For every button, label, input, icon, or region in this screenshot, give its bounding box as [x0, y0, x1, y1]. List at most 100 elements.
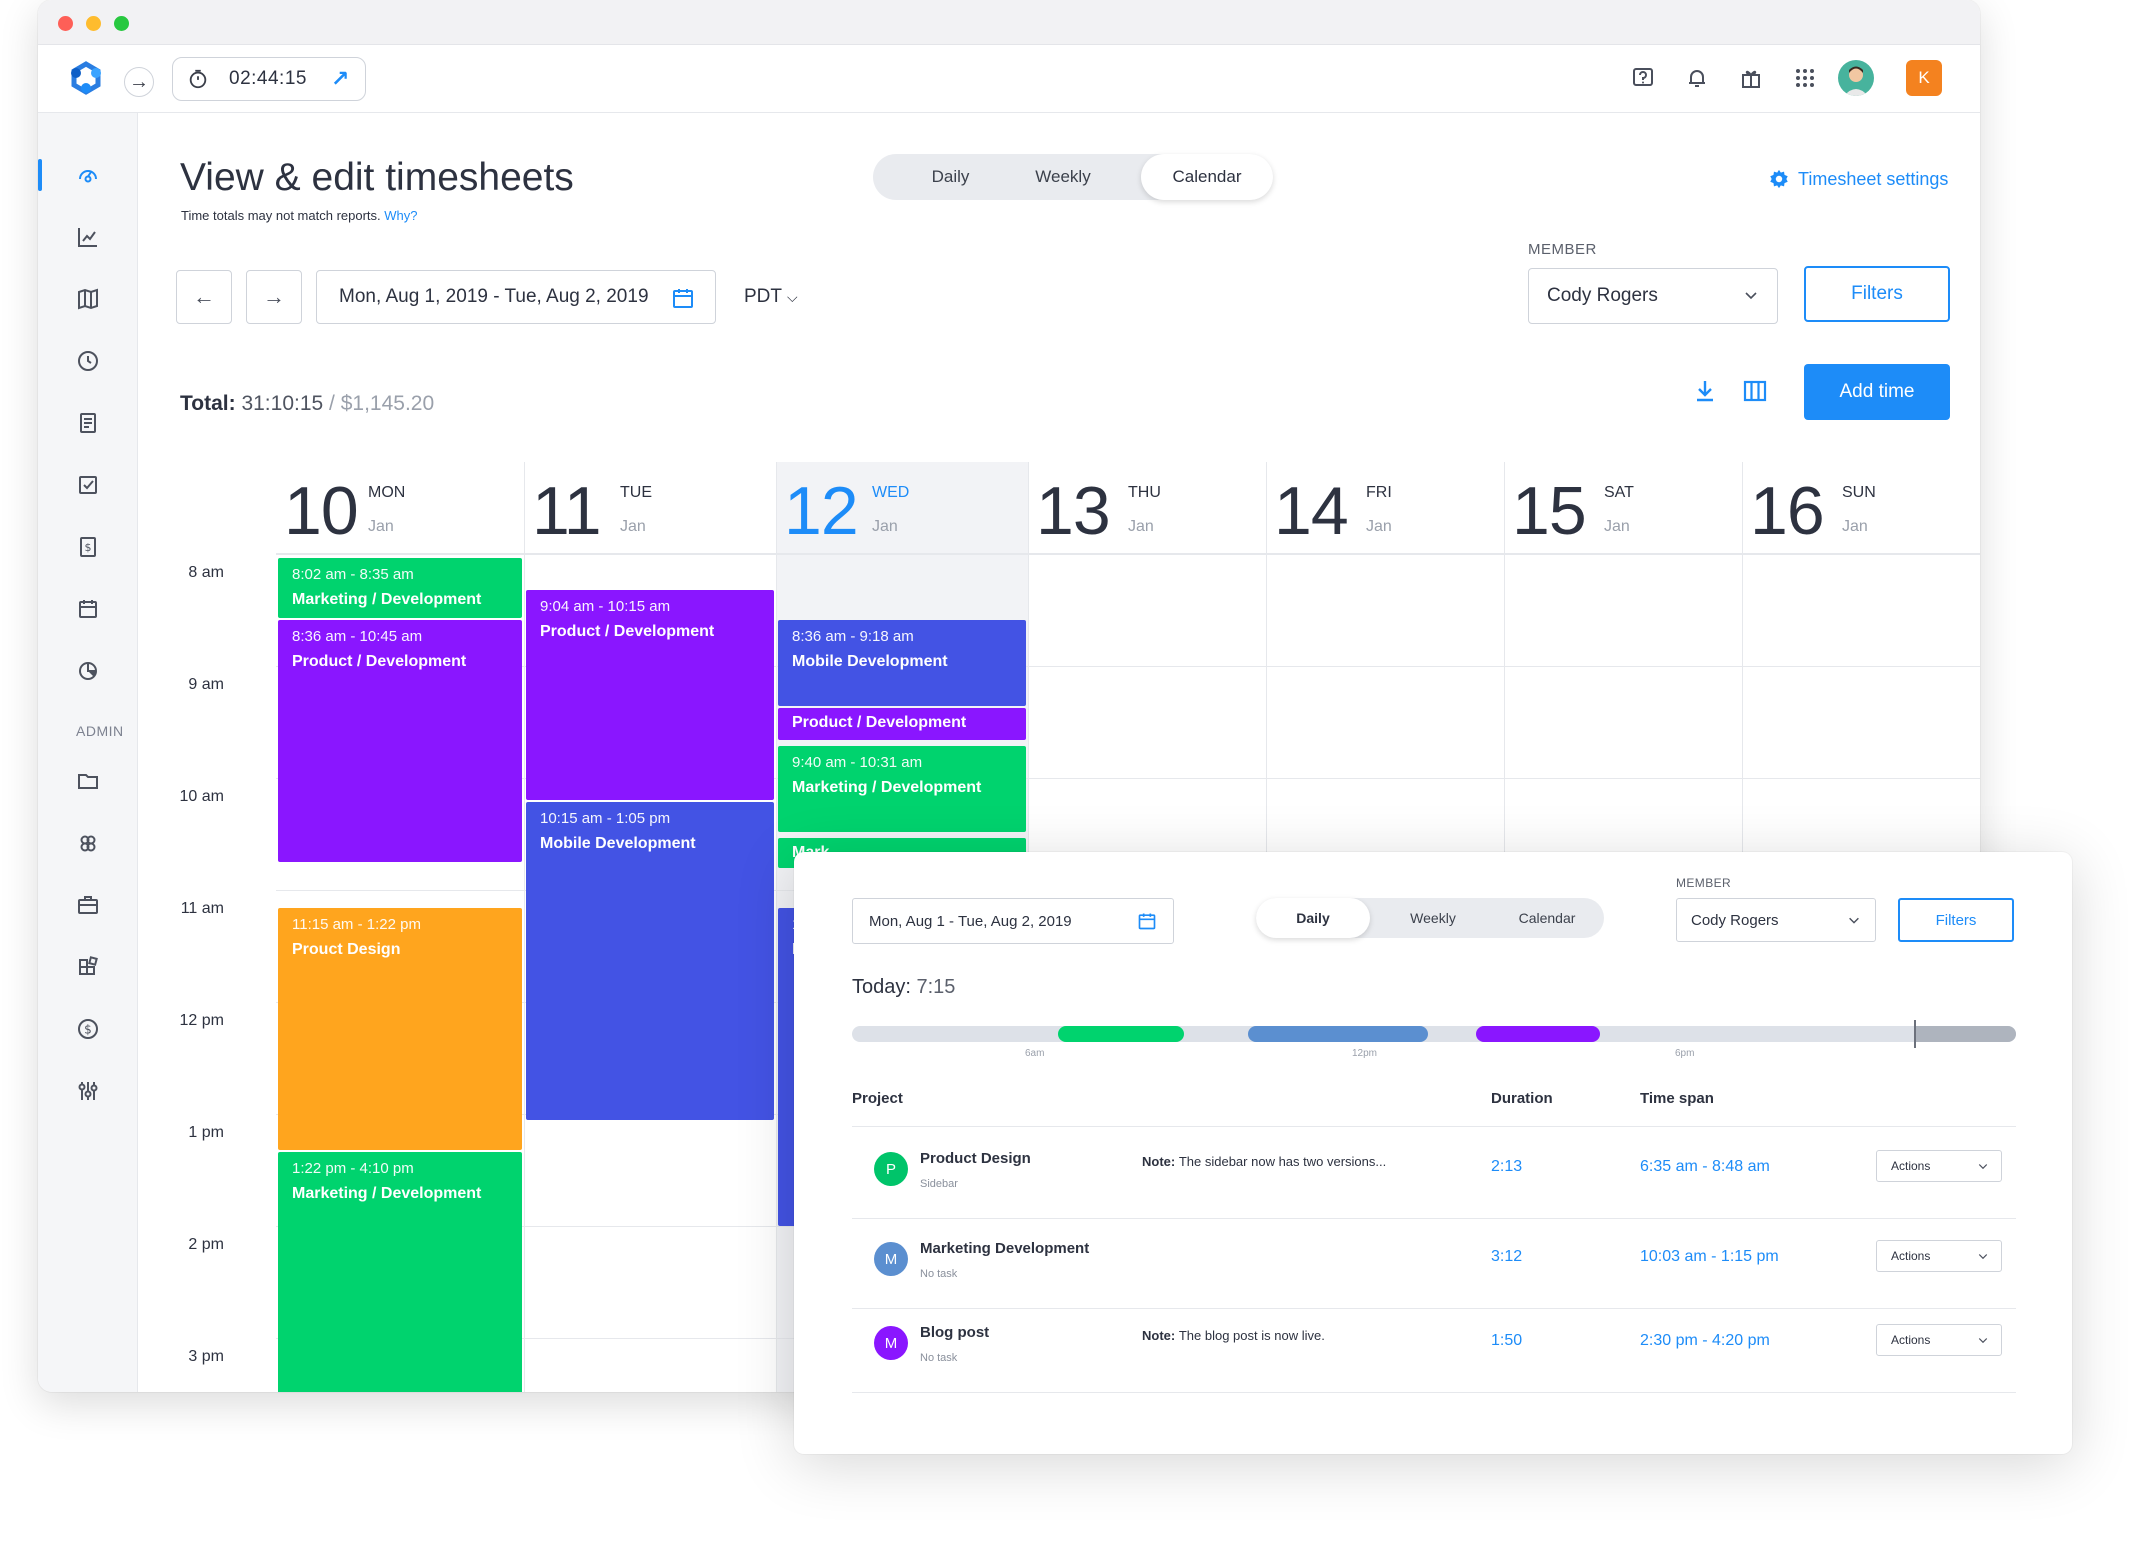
invoice-icon: $: [80, 537, 96, 557]
day-header[interactable]: 14 FRI Jan: [1266, 462, 1504, 554]
entry-duration[interactable]: 2:13: [1491, 1158, 1523, 1175]
entry-time-span[interactable]: 6:35 am - 8:48 am: [1640, 1158, 1770, 1175]
sidebar-item-settings[interactable]: [38, 1071, 138, 1111]
time-entry-project: Marketing / Development: [292, 591, 482, 608]
hour-label: 11 am: [180, 900, 224, 917]
card-member-label: MEMBER: [1676, 876, 1732, 890]
maximize-window-icon[interactable]: [114, 16, 129, 31]
time-entry-block[interactable]: 11:15 am - 1:22 pm Prouct Design: [278, 908, 522, 1150]
timer-widget[interactable]: 02:44:15 ↗: [172, 57, 366, 101]
sidebar-item-clients[interactable]: [38, 885, 138, 925]
entry-note: Note: The sidebar now has two versions..…: [1142, 1154, 1386, 1169]
columns-icon[interactable]: [1740, 376, 1770, 406]
time-entry-block[interactable]: 8:02 am - 8:35 am Marketing / Development: [278, 558, 522, 618]
timesheet-settings-link[interactable]: Timesheet settings: [1768, 168, 1948, 190]
previous-range-button[interactable]: ←: [176, 270, 232, 324]
day-number: 13: [1036, 473, 1111, 549]
time-entry-block[interactable]: 8:36 am - 9:18 am Mobile Development: [778, 620, 1026, 706]
day-name: SUN: [1842, 484, 1876, 501]
subtitle-text: Time totals may not match reports.: [181, 208, 381, 223]
folder-icon: [78, 774, 98, 789]
actions-dropdown[interactable]: Actions: [1876, 1240, 2002, 1272]
time-entry-block[interactable]: Product / Development: [778, 708, 1026, 740]
tab-calendar[interactable]: Calendar: [1141, 154, 1273, 200]
notifications-bell-icon[interactable]: [1682, 63, 1712, 93]
app-window: → 02:44:15 ↗ K: [38, 0, 1980, 1392]
tab-weekly[interactable]: Weekly: [1035, 167, 1091, 186]
entry-time-span[interactable]: 10:03 am - 1:15 pm: [1640, 1248, 1779, 1265]
sidebar-item-integrations[interactable]: [38, 947, 138, 987]
timeline-segment[interactable]: [1058, 1026, 1184, 1042]
expand-sidebar-button[interactable]: →: [124, 67, 154, 97]
calendar-icon: [1138, 913, 1156, 930]
sidebar-item-team[interactable]: [38, 823, 138, 863]
card-filters-button[interactable]: Filters: [1898, 898, 2014, 942]
sidebar-item-schedule[interactable]: [38, 589, 138, 629]
sidebar-item-invoices[interactable]: $: [38, 527, 138, 567]
sidebar-item-payments[interactable]: $: [38, 1009, 138, 1049]
minimize-window-icon[interactable]: [86, 16, 101, 31]
pie-chart-icon: [79, 662, 97, 680]
organization-badge[interactable]: K: [1906, 60, 1942, 96]
gift-icon[interactable]: [1736, 63, 1766, 93]
day-header[interactable]: 13 THU Jan: [1028, 462, 1266, 554]
add-time-button[interactable]: Add time: [1804, 364, 1950, 420]
day-header[interactable]: 12 WED Jan: [776, 462, 1028, 554]
user-avatar[interactable]: [1838, 60, 1874, 96]
open-timer-icon[interactable]: ↗: [330, 66, 350, 91]
card-tab-weekly[interactable]: Weekly: [1410, 910, 1456, 926]
member-label: MEMBER: [1528, 241, 1597, 258]
download-icon[interactable]: [1690, 376, 1720, 406]
sidebar-item-time[interactable]: [38, 341, 138, 381]
actions-dropdown[interactable]: Actions: [1876, 1324, 2002, 1356]
time-entry-time: 8:02 am - 8:35 am: [292, 566, 414, 583]
time-entry-block[interactable]: 8:36 am - 10:45 am Product / Development: [278, 620, 522, 862]
day-number: 16: [1750, 473, 1825, 549]
total-label: Total:: [180, 392, 236, 415]
next-range-button[interactable]: →: [246, 270, 302, 324]
card-tab-daily[interactable]: Daily: [1256, 898, 1370, 938]
close-window-icon[interactable]: [58, 16, 73, 31]
sidebar-item-projects[interactable]: [38, 761, 138, 801]
card-date-range-picker[interactable]: Mon, Aug 1 - Tue, Aug 2, 2019: [852, 898, 1174, 944]
sidebar-item-timesheets[interactable]: [38, 403, 138, 443]
timeline-segment[interactable]: [1248, 1026, 1428, 1042]
day-header[interactable]: 15 SAT Jan: [1504, 462, 1742, 554]
sidebar-item-dashboard[interactable]: [38, 155, 138, 195]
sidebar-item-tasks[interactable]: [38, 465, 138, 505]
apps-grid-icon[interactable]: [1790, 63, 1820, 93]
card-tab-calendar[interactable]: Calendar: [1518, 910, 1576, 926]
member-select[interactable]: Cody Rogers: [1528, 268, 1778, 324]
sidebar-item-reports[interactable]: [38, 651, 138, 691]
actions-dropdown[interactable]: Actions: [1876, 1150, 2002, 1182]
card-member-select[interactable]: Cody Rogers: [1676, 898, 1876, 942]
entry-duration[interactable]: 1:50: [1491, 1332, 1523, 1349]
daily-view-card: Mon, Aug 1 - Tue, Aug 2, 2019 Daily Week…: [794, 852, 2072, 1454]
time-entry-block[interactable]: 10:15 am - 1:05 pm Mobile Development: [526, 802, 774, 1120]
timeline-segment[interactable]: [1476, 1026, 1600, 1042]
day-name: TUE: [620, 484, 652, 501]
day-name: MON: [368, 484, 406, 501]
timezone-select[interactable]: PDT ⌵: [744, 286, 798, 308]
project-name[interactable]: Blog post: [920, 1324, 990, 1341]
help-icon[interactable]: [1628, 63, 1658, 93]
time-entry-block[interactable]: 9:04 am - 10:15 am Product / Development: [526, 590, 774, 800]
day-header[interactable]: 10 MON Jan: [276, 462, 524, 554]
time-entry-block[interactable]: 1:22 pm - 4:10 pm Marketing / Development: [278, 1152, 522, 1392]
time-entry-block[interactable]: 9:40 am - 10:31 am Marketing / Developmen…: [778, 746, 1026, 832]
day-header[interactable]: 11 TUE Jan: [524, 462, 776, 554]
day-header[interactable]: 16 SUN Jan: [1742, 462, 1980, 554]
project-name[interactable]: Marketing Development: [920, 1240, 1090, 1257]
entry-duration[interactable]: 3:12: [1491, 1248, 1523, 1265]
why-link[interactable]: Why?: [384, 208, 418, 223]
filters-button[interactable]: Filters: [1804, 266, 1950, 322]
task-name: No task: [920, 1352, 958, 1364]
project-name[interactable]: Product Design: [920, 1150, 1031, 1167]
entry-time-span[interactable]: 2:30 pm - 4:20 pm: [1640, 1332, 1770, 1349]
sidebar-item-map[interactable]: [38, 279, 138, 319]
app-logo-icon[interactable]: [68, 61, 104, 97]
sidebar-item-activity[interactable]: [38, 217, 138, 257]
date-range-picker[interactable]: Mon, Aug 1, 2019 - Tue, Aug 2, 2019: [316, 270, 716, 324]
tab-daily[interactable]: Daily: [931, 167, 970, 186]
column-header-project: Project: [852, 1090, 903, 1107]
